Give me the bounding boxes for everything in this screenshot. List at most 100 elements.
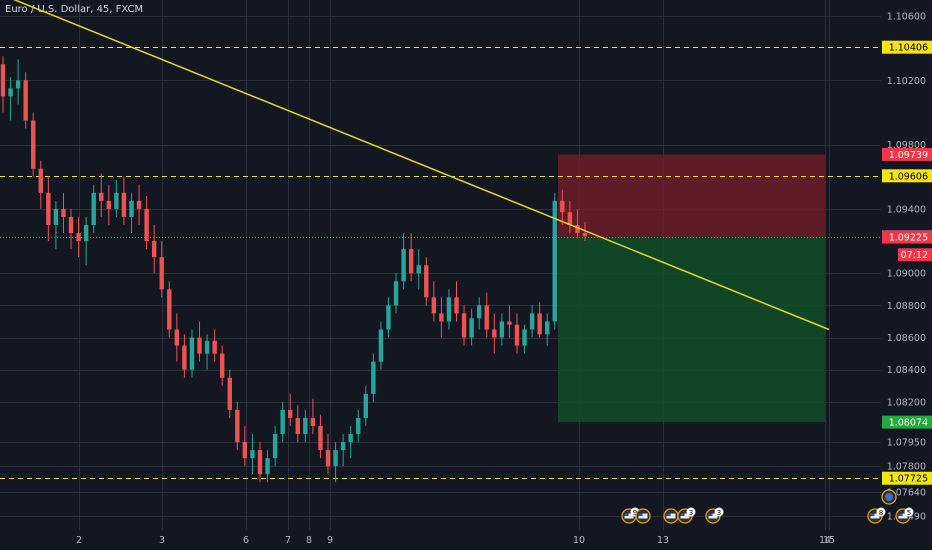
price-tag: 1.08074 (882, 415, 932, 429)
candle-body (461, 313, 467, 338)
candle-body (393, 281, 399, 306)
time-axis-label: 7 (285, 535, 291, 546)
candles (0, 56, 588, 483)
price-axis: 1.10600 1.10200 1.09800 1.09400 1.09000 1.088… (882, 12, 932, 523)
time-axis-label: 15 (823, 535, 835, 546)
candle-body (106, 200, 112, 209)
price-tag-label: 1.07725 (889, 474, 928, 485)
event-marker[interactable] (881, 489, 897, 505)
price-tag-background (882, 147, 932, 161)
candle-body (204, 340, 210, 354)
candle-body (446, 297, 452, 322)
candle-body (386, 305, 391, 330)
price-tag: 1.09606 (882, 169, 932, 183)
event-marker[interactable]: 8 (867, 507, 886, 524)
price-tag-background (882, 169, 932, 183)
flag-canton (666, 513, 671, 516)
event-markers: 9 3 3 8 5 (621, 489, 914, 524)
price-tag: 1.07725 (882, 471, 932, 485)
candle-body (318, 425, 323, 451)
candle-body (529, 313, 535, 330)
candle-body (431, 297, 437, 314)
candle-body (552, 200, 557, 322)
candle-body (492, 329, 497, 338)
candle-body (401, 249, 406, 282)
candle-body (295, 417, 300, 435)
flag-canton (638, 513, 643, 516)
price-tag-background (882, 471, 932, 485)
candle-body (575, 225, 580, 234)
candle-body (151, 241, 157, 258)
price-tag-label: 1.08074 (889, 418, 928, 429)
event-count-badge (876, 507, 886, 517)
event-marker[interactable]: 9 (621, 507, 640, 524)
candle-body (68, 216, 74, 234)
event-marker[interactable]: 5 (895, 507, 914, 524)
flag-stripes (624, 513, 634, 519)
time-axis-label: 13 (657, 535, 669, 546)
candle-body (424, 265, 429, 298)
symbol-title: Euro / U.S. Dollar, 45, FXCM (5, 4, 144, 15)
candle-body (356, 417, 361, 435)
candle-body (227, 377, 232, 410)
event-count-label: 5 (907, 509, 911, 517)
candle-body (272, 434, 278, 459)
price-tag-label: 1.09225 (889, 233, 928, 244)
candle-body (560, 200, 565, 213)
candle-body (363, 393, 369, 418)
price-axis-label: 1.08200 (887, 397, 926, 408)
candle-body (0, 64, 6, 97)
price-tag-background (882, 40, 932, 54)
price-tag-background (882, 415, 932, 429)
candle-body (348, 434, 353, 443)
candle-body (514, 324, 520, 346)
price-axis-label: 1.09800 (887, 140, 926, 151)
candle-body (129, 200, 134, 217)
price-axis-label: 1.08800 (887, 301, 926, 312)
event-marker[interactable] (663, 508, 679, 524)
event-count-badge (686, 507, 696, 517)
flag-stripes (638, 513, 648, 519)
candle-body (340, 442, 346, 451)
price-tag-label: 1.09606 (889, 171, 928, 182)
candle-body (469, 318, 474, 338)
event-count-badge (904, 507, 914, 517)
time-axis-label: 8 (306, 535, 312, 546)
candle-body (53, 208, 59, 226)
price-tag-background (882, 230, 932, 244)
candle-body (242, 442, 248, 459)
time-axis-label: 10 (573, 535, 585, 546)
price-axis-label: 1.09000 (887, 269, 926, 280)
candle-body (182, 345, 187, 370)
price-tag-label: 1.09739 (889, 150, 928, 161)
event-marker[interactable]: 3 (705, 507, 724, 524)
candle-body (333, 450, 338, 467)
flag-canton (898, 513, 903, 516)
candle-body (522, 329, 527, 346)
price-axis-label: 1.07640 (887, 487, 926, 498)
candle-body (235, 409, 240, 443)
event-marker[interactable] (635, 508, 651, 524)
candle-body (46, 192, 51, 226)
event-count-label: 8 (879, 509, 883, 517)
candle-body (476, 305, 482, 319)
price-axis-label: 1.07800 (887, 462, 926, 473)
candle-body (439, 313, 444, 322)
candle-body (83, 225, 89, 242)
flag-stripes (708, 513, 718, 519)
take-profit-zone (558, 236, 825, 423)
candle-body (8, 88, 13, 97)
candle-body (167, 289, 172, 330)
price-tag-label: 1.10406 (889, 43, 928, 54)
candle-body (91, 192, 96, 226)
globe-core (885, 493, 893, 501)
price-tag-label: 07:12 (901, 250, 928, 261)
event-marker[interactable]: 3 (677, 507, 696, 524)
candle-body (136, 200, 142, 209)
price-axis-label: 1.08400 (887, 365, 926, 376)
candle-body (310, 417, 316, 426)
candle-body (265, 458, 270, 475)
